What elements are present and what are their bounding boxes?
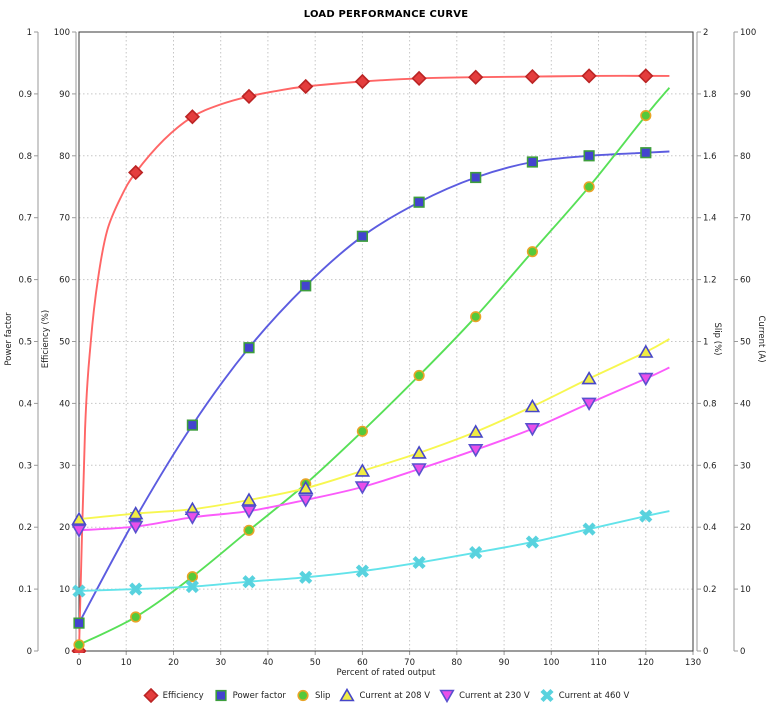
svg-text:0.9: 0.9 [18, 90, 32, 100]
legend-item-current-at-208-v: Current at 208 V [339, 688, 430, 703]
legend-label: Efficiency [162, 690, 204, 701]
svg-text:110: 110 [590, 658, 606, 668]
efficiency-marker-icon [143, 688, 159, 703]
svg-text:100: 100 [543, 658, 559, 668]
efficiency-line [78, 74, 670, 652]
legend-label: Current at 230 V [459, 690, 530, 701]
svg-text:90: 90 [59, 90, 70, 100]
svg-text:40: 40 [740, 399, 751, 409]
y-axis-title-efficiency: Efficiency (%) [41, 309, 51, 369]
svg-text:1.6: 1.6 [703, 152, 717, 162]
series-current-at-230-v [71, 366, 670, 538]
svg-text:20: 20 [740, 523, 751, 533]
svg-text:10: 10 [121, 658, 132, 668]
svg-text:0: 0 [740, 647, 745, 657]
slip-line [78, 87, 671, 646]
svg-text:0.4: 0.4 [18, 399, 32, 409]
svg-text:0.5: 0.5 [18, 338, 32, 348]
svg-text:50: 50 [59, 338, 70, 348]
series-current-at-208-v [71, 338, 670, 525]
gridlines [79, 32, 693, 651]
svg-text:1: 1 [27, 28, 32, 38]
svg-text:60: 60 [357, 658, 368, 668]
svg-text:80: 80 [59, 152, 70, 162]
svg-text:0.1: 0.1 [18, 585, 32, 595]
series-current-at-460-v [72, 509, 670, 598]
svg-text:0: 0 [703, 647, 708, 657]
legend-label: Current at 460 V [558, 690, 630, 701]
y-axis-title-slip: Slip (%) [712, 322, 722, 356]
svg-text:70: 70 [59, 214, 70, 224]
svg-text:30: 30 [740, 461, 751, 471]
legend-label: Slip [314, 690, 331, 701]
legend-item-power-factor: Power factor [213, 688, 286, 703]
svg-text:1: 1 [703, 338, 708, 348]
svg-text:120: 120 [638, 658, 654, 668]
svg-text:0.7: 0.7 [18, 214, 32, 224]
svg-text:130: 130 [685, 658, 701, 668]
svg-text:0.3: 0.3 [18, 461, 32, 471]
svg-text:0.4: 0.4 [703, 523, 717, 533]
svg-text:80: 80 [451, 658, 462, 668]
svg-text:30: 30 [59, 461, 70, 471]
svg-text:70: 70 [740, 214, 751, 224]
svg-text:40: 40 [59, 399, 70, 409]
current-at-230-v-marker-icon [439, 689, 455, 703]
svg-text:10: 10 [59, 585, 70, 595]
legend-item-current-at-460-v: Current at 460 V [539, 688, 630, 703]
series-slip [73, 87, 671, 651]
svg-text:1.2: 1.2 [703, 276, 717, 286]
svg-text:90: 90 [499, 658, 510, 668]
current-at-208-v-marker-icon [339, 688, 356, 702]
svg-text:0: 0 [76, 658, 81, 668]
power-factor-line [78, 150, 670, 624]
current-at-208-v-line [78, 338, 670, 521]
chart-title: LOAD PERFORMANCE CURVE [303, 9, 469, 20]
svg-text:100: 100 [54, 28, 70, 38]
svg-text:20: 20 [168, 658, 179, 668]
slip-marker-icon [297, 689, 309, 702]
y-axis-title-power-factor: Power factor [4, 312, 14, 366]
power-factor-marker-icon [215, 689, 227, 702]
current-at-460-v-marker-icon [540, 688, 554, 703]
svg-text:0.2: 0.2 [18, 523, 32, 533]
current-at-230-v-line [78, 366, 670, 532]
y-axis-title-current: Current (A) [756, 315, 766, 363]
svg-text:0.2: 0.2 [703, 585, 717, 595]
svg-text:20: 20 [59, 523, 70, 533]
legend-label: Current at 208 V [359, 690, 431, 701]
svg-text:0.6: 0.6 [18, 276, 32, 286]
svg-text:0.6: 0.6 [703, 461, 717, 471]
svg-text:10: 10 [740, 585, 751, 595]
svg-text:0: 0 [65, 647, 70, 657]
svg-text:90: 90 [740, 90, 751, 100]
legend-item-efficiency: Efficiency [143, 688, 204, 703]
svg-text:0.8: 0.8 [703, 399, 717, 409]
legend-label: Power factor [232, 690, 286, 701]
legend-item-current-at-230-v: Current at 230 V [439, 688, 530, 703]
svg-text:70: 70 [404, 658, 415, 668]
svg-text:30: 30 [215, 658, 226, 668]
svg-text:50: 50 [740, 338, 751, 348]
series-power-factor [73, 147, 670, 629]
svg-text:1.8: 1.8 [703, 90, 717, 100]
current-at-460-v-line [78, 510, 670, 592]
svg-text:0.8: 0.8 [18, 152, 32, 162]
svg-text:1.4: 1.4 [703, 214, 717, 224]
svg-text:60: 60 [740, 276, 751, 286]
x-axis-title: Percent of rated output [336, 668, 436, 678]
axes: 10.90.80.70.60.50.40.30.20.1010090807060… [18, 28, 756, 668]
svg-text:80: 80 [740, 152, 751, 162]
svg-text:50: 50 [310, 658, 321, 668]
svg-text:100: 100 [740, 28, 756, 38]
legend: Efficiency Power factor Slip Current at 208… [0, 688, 772, 703]
svg-text:40: 40 [262, 658, 273, 668]
svg-text:0: 0 [27, 647, 32, 657]
svg-text:60: 60 [59, 276, 70, 286]
legend-item-slip: Slip [295, 688, 331, 703]
svg-text:2: 2 [703, 28, 708, 38]
series-efficiency [71, 68, 670, 653]
